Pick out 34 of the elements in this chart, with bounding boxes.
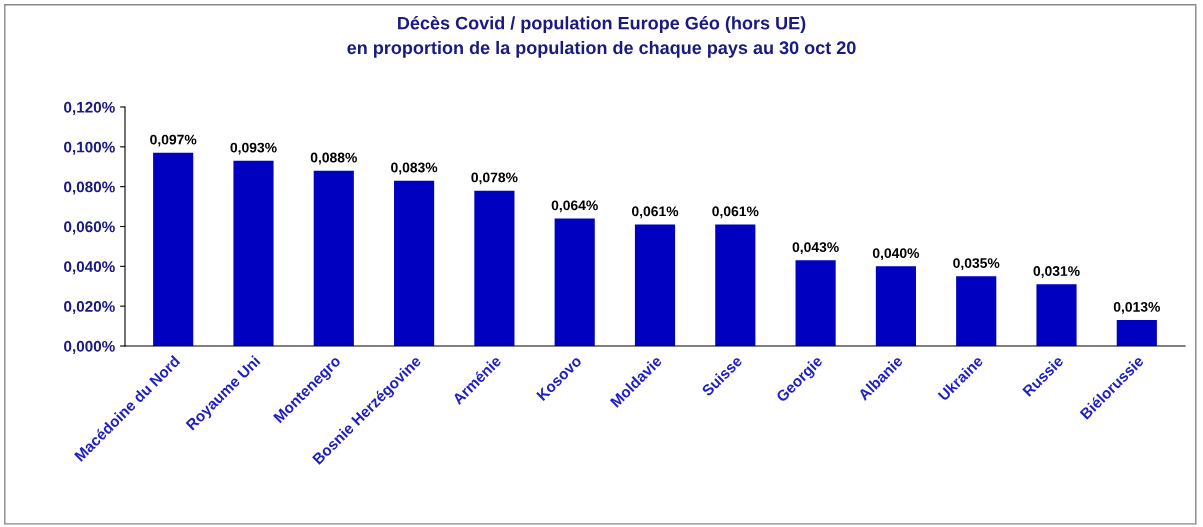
data-label: 0,064%	[551, 200, 598, 213]
data-label: 0,035%	[953, 258, 1000, 270]
bar	[875, 266, 916, 346]
chart-title: Décès Covid / population Europe Géo (hors UE) en proportion de la population de chaque pays au 30 oct 20	[347, 16, 856, 58]
data-label: 0,097%	[150, 134, 197, 147]
data-label: 0,078%	[471, 172, 518, 185]
data-label: 0,088%	[310, 152, 357, 165]
bar	[1116, 320, 1157, 346]
data-label: 0,013%	[1113, 301, 1161, 314]
data-label: 0,093%	[230, 142, 277, 155]
bar	[956, 276, 997, 346]
y-tick-label: 0,060%	[64, 221, 115, 235]
bar	[715, 224, 756, 346]
data-label: 0,083%	[391, 162, 438, 175]
bar	[313, 170, 354, 346]
y-tick-label: 0,000%	[64, 340, 115, 354]
y-tick-label: 0,020%	[64, 301, 115, 315]
bar	[474, 190, 515, 346]
y-tick-label: 0,100%	[64, 141, 115, 155]
data-label: 0,040%	[872, 248, 920, 261]
data-label: 0,043%	[792, 242, 839, 255]
y-tick-label: 0,040%	[64, 261, 115, 275]
data-label: 0,061%	[632, 206, 679, 219]
data-label: 0,031%	[1033, 266, 1080, 278]
bar	[1036, 284, 1077, 346]
y-tick-label: 0,080%	[64, 181, 115, 195]
bar	[394, 180, 435, 346]
data-label: 0,061%	[712, 206, 759, 219]
bar	[554, 218, 595, 346]
y-tick-label: 0,120%	[64, 101, 115, 115]
bar	[233, 160, 274, 346]
bar	[634, 224, 676, 346]
bar	[153, 152, 194, 346]
bar	[795, 260, 836, 346]
